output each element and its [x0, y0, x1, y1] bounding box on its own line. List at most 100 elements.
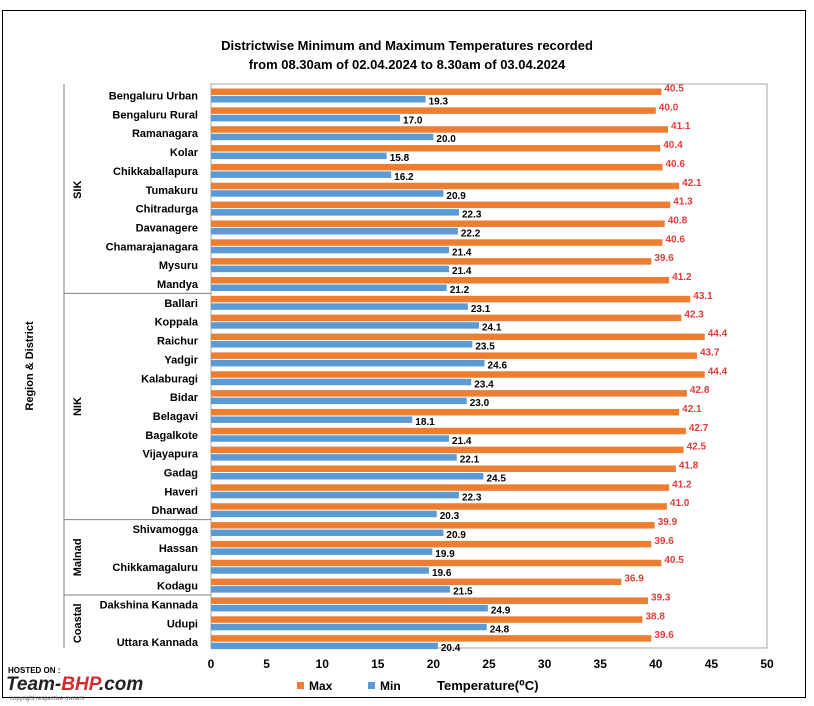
bar-max [211, 371, 705, 378]
data-label-min: 21.5 [453, 587, 473, 598]
legend-label-max: Max [309, 679, 333, 693]
data-label-max: 39.6 [654, 630, 674, 641]
data-label-max: 42.3 [684, 310, 704, 321]
bar-max [211, 314, 682, 322]
category-label: Davanagere [136, 222, 198, 234]
category-label: Vijayapura [143, 449, 199, 461]
chart-frame [2, 10, 806, 698]
category-label: Chikkaballapura [113, 166, 199, 178]
category-label: Belagavi [153, 411, 198, 423]
bar-max [211, 427, 686, 435]
x-tick-label: 0 [208, 657, 215, 671]
data-label-min: 22.3 [462, 210, 482, 221]
data-label-min: 23.0 [470, 398, 490, 409]
category-label: Udupi [167, 618, 198, 630]
bar-max [211, 163, 663, 171]
data-label-max: 40.6 [665, 159, 685, 170]
data-label-min: 22.3 [462, 492, 482, 503]
bar-min [211, 491, 459, 499]
data-label-max: 42.7 [689, 423, 709, 434]
team-bhp-logo: Team-BHP.com [6, 674, 144, 695]
category-label: Raichur [157, 336, 199, 348]
region-label-sik: SIK [72, 181, 84, 199]
bar-max [211, 616, 643, 623]
bar-min [211, 548, 433, 555]
x-tick-label: 45 [705, 657, 719, 671]
bar-min [211, 96, 426, 103]
data-label-max: 41.2 [672, 272, 692, 283]
data-label-min: 24.1 [482, 323, 502, 334]
data-label-min: 24.8 [490, 624, 510, 635]
category-label: Mandya [157, 279, 199, 291]
bar-min [211, 209, 459, 216]
bar-min [211, 604, 488, 612]
data-label-min: 21.4 [452, 247, 472, 258]
category-label: Mysuru [159, 260, 198, 272]
bar-max [211, 258, 652, 265]
bar-max [211, 635, 652, 642]
x-tick-label: 50 [760, 657, 774, 671]
data-label-max: 41.8 [679, 461, 699, 472]
legend-label-min: Min [380, 679, 401, 693]
category-label: Koppala [155, 317, 199, 329]
bar-max [211, 201, 671, 209]
bar-min [211, 152, 387, 160]
category-label: Kolar [170, 147, 199, 159]
category-label: Yadgir [164, 354, 198, 366]
bar-min [211, 378, 472, 386]
x-tick-label: 10 [316, 657, 330, 671]
bar-min [211, 303, 468, 310]
bar-max [211, 220, 665, 227]
category-label: Gadag [164, 468, 198, 480]
data-label-min: 22.1 [460, 455, 480, 466]
data-label-max: 44.4 [708, 329, 728, 340]
category-label: Bengaluru Urban [109, 91, 199, 103]
data-label-min: 24.9 [491, 605, 511, 616]
data-label-max: 43.7 [700, 347, 720, 358]
bar-min [211, 623, 487, 631]
bar-min [211, 510, 437, 518]
data-label-max: 41.1 [671, 121, 691, 132]
data-label-max: 41.0 [670, 498, 690, 509]
data-label-max: 42.1 [682, 404, 702, 415]
region-label-nik: NIK [72, 397, 84, 416]
data-label-max: 39.6 [654, 253, 674, 264]
x-tick-label: 40 [649, 657, 663, 671]
data-label-max: 42.8 [690, 385, 710, 396]
category-label: Kodagu [157, 581, 198, 593]
data-label-min: 21.2 [450, 285, 470, 296]
bar-max [211, 597, 649, 604]
data-label-min: 24.6 [488, 360, 508, 371]
x-axis-title: Temperature(⁰C) [437, 678, 539, 693]
x-tick-label: 20 [427, 657, 441, 671]
data-label-min: 15.8 [390, 153, 410, 164]
bar-max [211, 390, 687, 397]
watermark-copyright: copyright respective owners [10, 696, 85, 702]
bar-min [211, 454, 457, 461]
bar-max [211, 145, 661, 152]
bar-min [211, 529, 444, 537]
category-label: Kalaburagi [141, 373, 198, 385]
data-label-max: 40.6 [665, 234, 685, 245]
bar-max [211, 484, 670, 491]
x-tick-label: 5 [263, 657, 270, 671]
bar-min [211, 246, 449, 254]
x-tick-label: 25 [482, 657, 496, 671]
x-tick-label: 30 [538, 657, 552, 671]
chart-title-line-1: Districtwise Minimum and Maximum Tempera… [221, 38, 593, 53]
data-label-max: 44.4 [708, 366, 728, 377]
bar-min [211, 397, 467, 405]
data-label-max: 41.2 [672, 479, 692, 490]
bar-min [211, 359, 485, 367]
data-label-max: 39.3 [651, 592, 671, 603]
category-label: Ramanagara [132, 128, 199, 140]
data-label-max: 42.5 [687, 442, 707, 453]
data-label-max: 38.8 [645, 611, 665, 622]
bar-max [211, 503, 667, 510]
data-label-max: 40.5 [664, 84, 684, 95]
bar-min [211, 265, 449, 273]
category-label: Dharwad [152, 505, 198, 517]
data-label-max: 43.1 [693, 291, 713, 302]
bar-min [211, 227, 458, 235]
